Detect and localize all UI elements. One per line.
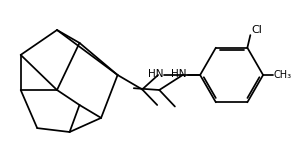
Text: HN: HN	[148, 69, 163, 79]
Text: HN: HN	[171, 69, 187, 79]
Text: Cl: Cl	[251, 24, 262, 34]
Text: CH₃: CH₃	[273, 70, 291, 80]
